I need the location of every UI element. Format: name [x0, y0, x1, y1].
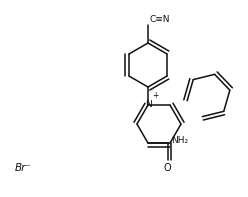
Text: C≡N: C≡N	[150, 15, 171, 24]
Text: Br⁻: Br⁻	[15, 163, 32, 173]
Text: O: O	[163, 163, 171, 173]
Text: NH₂: NH₂	[171, 136, 188, 145]
Text: +: +	[153, 91, 159, 100]
Text: N: N	[145, 99, 152, 109]
